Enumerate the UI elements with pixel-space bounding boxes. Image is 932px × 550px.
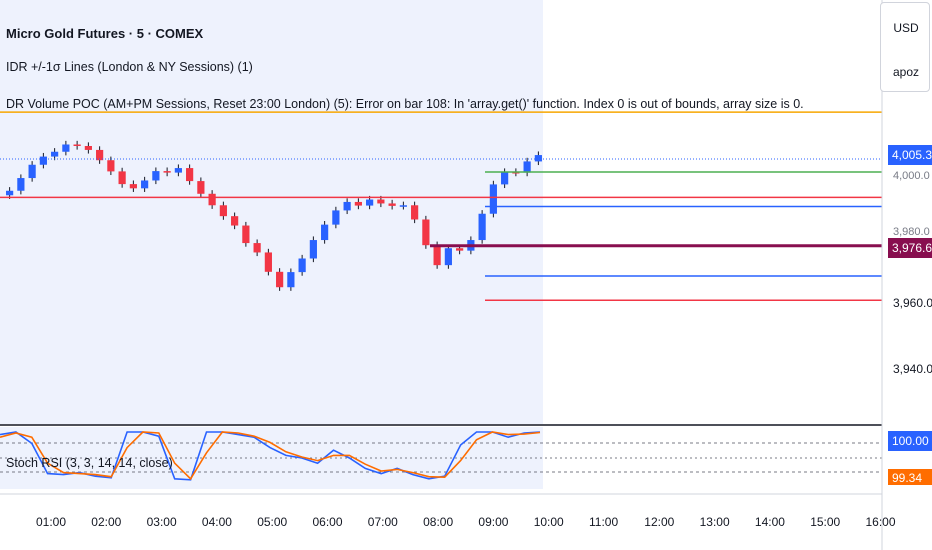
candle[interactable] [298, 258, 306, 273]
candle[interactable] [501, 172, 509, 185]
candle[interactable] [422, 219, 430, 246]
time-label: 04:00 [201, 515, 232, 529]
candle[interactable] [39, 156, 47, 165]
stoch-k-badge: 100.00 [888, 431, 932, 451]
candle[interactable] [96, 149, 104, 161]
candle[interactable] [141, 180, 149, 189]
candle[interactable] [456, 248, 464, 251]
candle[interactable] [242, 225, 250, 244]
candle[interactable] [152, 171, 160, 181]
time-label: 11:00 [589, 515, 619, 529]
time-label: 03:00 [146, 515, 177, 529]
candle[interactable] [197, 181, 205, 194]
currency-label[interactable]: USD [893, 21, 919, 35]
candle[interactable] [253, 243, 261, 253]
currency-unit-box[interactable] [880, 2, 930, 92]
session-background [0, 0, 543, 424]
time-label: 14:00 [754, 515, 785, 529]
time-label: 06:00 [312, 515, 343, 529]
account-label[interactable]: apoz [892, 65, 920, 79]
time-label: 01:00 [36, 515, 67, 529]
candle[interactable] [276, 271, 284, 288]
stoch-rsi-label[interactable]: Stoch RSI (3, 3, 14, 14, close) [6, 456, 173, 470]
candle[interactable] [51, 151, 59, 157]
candle[interactable] [264, 252, 272, 272]
time-label: 15:00 [810, 515, 841, 529]
candle[interactable] [163, 171, 171, 173]
candle[interactable] [62, 144, 70, 152]
idr-levels-layer [0, 111, 882, 301]
candles-layer [6, 140, 542, 291]
candle[interactable] [17, 178, 25, 191]
candle[interactable] [377, 199, 385, 204]
stoch-d-line [0, 431, 541, 481]
candle[interactable] [309, 240, 317, 259]
candle[interactable] [174, 168, 182, 173]
candle[interactable] [354, 201, 362, 206]
poc-price-badge: 3,976.6 [888, 238, 932, 258]
candle[interactable] [343, 201, 351, 211]
time-label: 09:00 [478, 515, 509, 529]
time-label: 05:00 [257, 515, 288, 529]
candle[interactable] [478, 213, 486, 241]
candle[interactable] [28, 164, 36, 179]
candle[interactable] [534, 155, 542, 162]
time-label: 07:00 [367, 515, 398, 529]
candle[interactable] [118, 171, 126, 185]
candle[interactable] [332, 210, 340, 225]
time-label: 13:00 [699, 515, 730, 529]
time-label: 02:00 [91, 515, 122, 529]
candle[interactable] [219, 205, 227, 217]
stoch-d-badge: 99.34 [888, 469, 932, 485]
candle[interactable] [208, 193, 216, 206]
candle[interactable] [433, 245, 441, 266]
price-label-3980: 3,980.0 [893, 226, 930, 238]
price-label-3960: 3,960.0 [893, 296, 932, 310]
candle[interactable] [321, 224, 329, 241]
indicator-idr-label[interactable]: IDR +/-1σ Lines (London & NY Sessions) (… [6, 60, 253, 74]
candle[interactable] [73, 144, 81, 146]
candle[interactable] [107, 160, 115, 172]
time-label: 16:00 [865, 515, 896, 529]
candle[interactable] [366, 199, 374, 206]
candle[interactable] [231, 216, 239, 226]
time-label: 10:00 [533, 515, 564, 529]
time-label: 12:00 [644, 515, 675, 529]
candle[interactable] [489, 184, 497, 214]
candle[interactable] [399, 205, 407, 207]
candle[interactable] [287, 272, 295, 288]
price-label-4000: 4,000.0 [893, 170, 930, 182]
last-price-badge: 4,005.3 [888, 145, 932, 165]
candle[interactable] [523, 161, 531, 173]
candle[interactable] [186, 168, 194, 182]
candle[interactable] [129, 184, 137, 189]
time-label: 08:00 [423, 515, 454, 529]
candle[interactable] [84, 145, 92, 150]
candle[interactable] [388, 203, 396, 206]
symbol-title[interactable]: Micro Gold Futures · 5 · COMEX [6, 26, 204, 41]
candle[interactable] [444, 248, 452, 266]
candle[interactable] [6, 190, 14, 196]
indicator-poc-label[interactable]: DR Volume POC (AM+PM Sessions, Reset 23:… [6, 97, 804, 111]
candle[interactable] [411, 205, 419, 220]
price-label-3940: 3,940.0 [893, 362, 932, 376]
